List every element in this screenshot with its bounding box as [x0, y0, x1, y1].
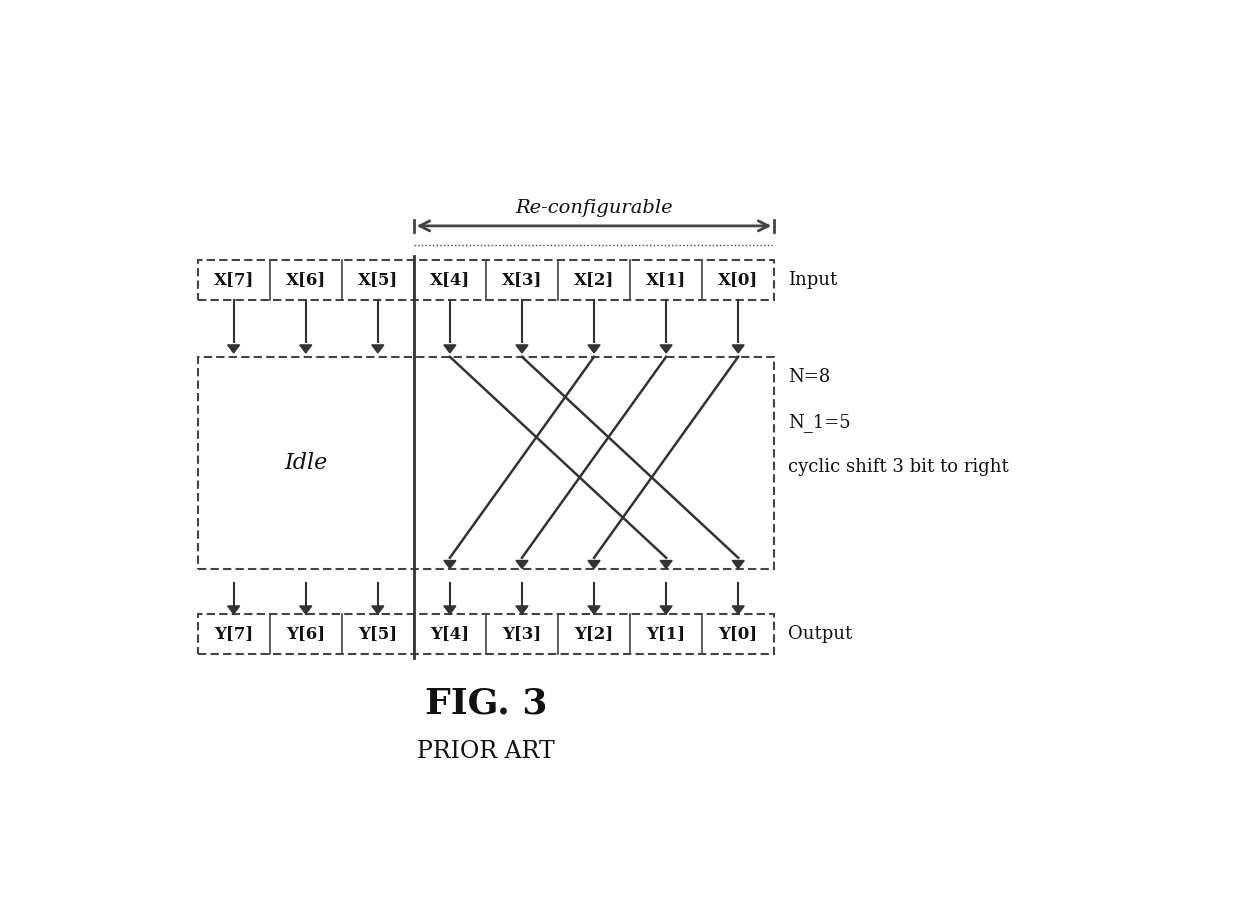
- Text: FIG. 3: FIG. 3: [424, 687, 547, 720]
- Text: Y[3]: Y[3]: [502, 626, 542, 642]
- Polygon shape: [588, 561, 600, 569]
- Polygon shape: [300, 606, 311, 614]
- Polygon shape: [732, 345, 744, 353]
- Polygon shape: [372, 345, 384, 353]
- Polygon shape: [588, 606, 600, 614]
- Text: N_1=5: N_1=5: [789, 413, 851, 432]
- Polygon shape: [228, 345, 239, 353]
- Polygon shape: [300, 345, 311, 353]
- Polygon shape: [516, 345, 528, 353]
- Text: X[7]: X[7]: [213, 271, 254, 288]
- Polygon shape: [588, 345, 600, 353]
- Text: Y[2]: Y[2]: [574, 626, 614, 642]
- Text: cyclic shift 3 bit to right: cyclic shift 3 bit to right: [789, 458, 1009, 475]
- Polygon shape: [444, 561, 456, 569]
- Text: Y[5]: Y[5]: [358, 626, 397, 642]
- Text: Re-configurable: Re-configurable: [516, 199, 673, 217]
- Text: Y[4]: Y[4]: [430, 626, 470, 642]
- Polygon shape: [372, 606, 384, 614]
- Text: Input: Input: [789, 271, 837, 288]
- Text: N=8: N=8: [789, 368, 831, 386]
- Text: PRIOR ART: PRIOR ART: [417, 740, 554, 764]
- Polygon shape: [516, 561, 528, 569]
- Text: X[3]: X[3]: [502, 271, 542, 288]
- Polygon shape: [228, 606, 239, 614]
- Polygon shape: [732, 606, 744, 614]
- Polygon shape: [516, 606, 528, 614]
- Text: Y[0]: Y[0]: [719, 626, 758, 642]
- Bar: [197, 356, 774, 569]
- Text: Idle: Idle: [284, 452, 327, 473]
- Text: X[5]: X[5]: [357, 271, 398, 288]
- Text: X[2]: X[2]: [574, 271, 614, 288]
- Text: X[1]: X[1]: [646, 271, 686, 288]
- Text: X[6]: X[6]: [285, 271, 326, 288]
- Bar: [197, 259, 774, 300]
- Text: Y[1]: Y[1]: [646, 626, 686, 642]
- Polygon shape: [660, 561, 672, 569]
- Polygon shape: [444, 345, 456, 353]
- Polygon shape: [660, 606, 672, 614]
- Polygon shape: [660, 345, 672, 353]
- Bar: [197, 614, 774, 654]
- Polygon shape: [732, 561, 744, 569]
- Polygon shape: [444, 606, 456, 614]
- Text: Y[6]: Y[6]: [286, 626, 325, 642]
- Text: X[0]: X[0]: [718, 271, 759, 288]
- Text: Y[7]: Y[7]: [215, 626, 253, 642]
- Text: Output: Output: [789, 625, 852, 643]
- Text: X[4]: X[4]: [430, 271, 470, 288]
